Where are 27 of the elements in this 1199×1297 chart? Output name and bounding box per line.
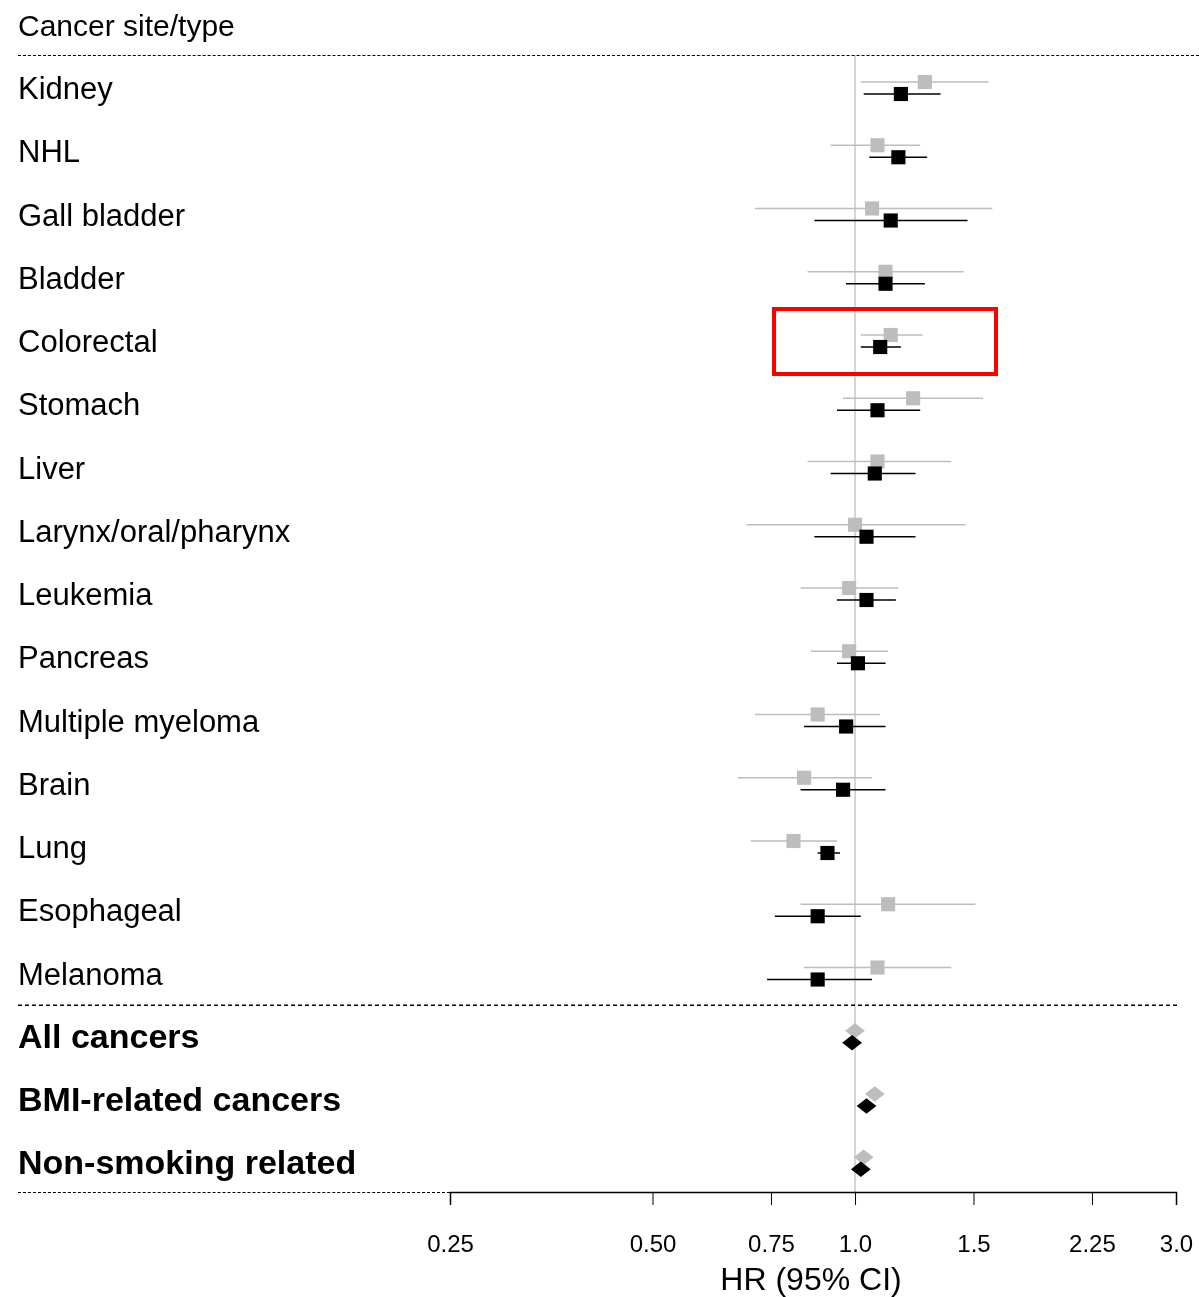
y-tick-label: Colorectal [18, 324, 158, 359]
y-tick-label: Liver [18, 450, 86, 486]
y-tick-label: Leukemia [18, 577, 154, 612]
y-axis-title: Cancer site/type [18, 9, 235, 42]
y-tick-label: Larynx/oral/pharynx [18, 513, 291, 549]
y-tick-label: Lung [18, 830, 87, 865]
y-tick-label: NHL [18, 134, 81, 170]
y-tick-label: Multiple myeloma [18, 703, 260, 739]
y-tick-label: Kidney [18, 71, 114, 106]
x-axis-title: HR (95% CI) [720, 1261, 902, 1297]
x-tick-label: 0.75 [748, 1230, 795, 1258]
y-tick-label: Gall bladder [18, 197, 186, 233]
x-tick-label: 0.50 [629, 1230, 677, 1258]
y-tick-label: Bladder [18, 260, 125, 296]
y-tick-label: BMI-related cancers [18, 1080, 342, 1118]
x-tick-label: 0.25 [427, 1230, 474, 1258]
y-tick-label: Brain [18, 766, 91, 802]
x-tick-label: 2.25 [1069, 1230, 1116, 1258]
y-tick-label: Pancreas [18, 640, 149, 676]
y-tick-label: Esophageal [18, 893, 182, 929]
y-tick-label: Non-smoking related [18, 1143, 357, 1182]
x-tick-label: 1.0 [838, 1230, 873, 1258]
y-tick-label: Stomach [18, 387, 141, 423]
x-tick-label: 1.5 [957, 1230, 991, 1258]
x-tick-label: 3.0 [1159, 1230, 1194, 1258]
y-tick-label: Melanoma [18, 956, 164, 992]
y-tick-label: All cancers [18, 1016, 200, 1055]
